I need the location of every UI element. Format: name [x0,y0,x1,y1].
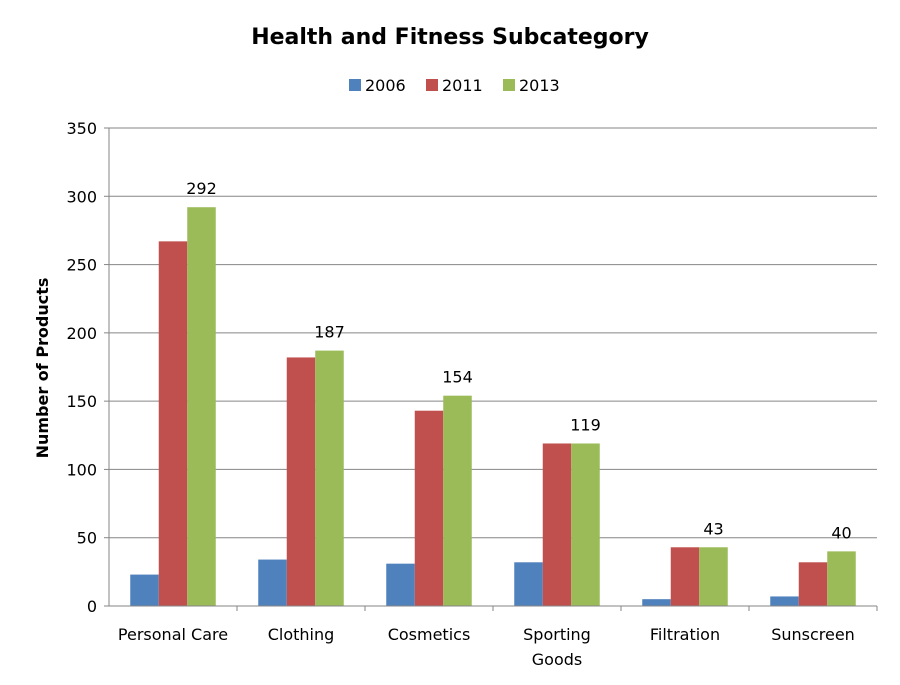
chart-title: Health and Fitness Subcategory [251,25,649,50]
y-tick-label: 250 [66,256,97,275]
data-label: 43 [703,519,723,538]
bar-2013 [315,350,344,606]
legend-label: 2006 [365,76,406,95]
x-category-label: Clothing [268,625,335,644]
legend-label: 2011 [442,76,483,95]
bar-2013 [827,551,856,606]
data-label: 187 [314,323,345,342]
x-category-label: Sporting [523,625,591,644]
bar-2013 [571,443,600,606]
bar-2011 [798,562,828,606]
y-tick-label: 200 [66,324,97,343]
legend-swatch-2011 [426,79,438,91]
bar-2006 [130,574,159,606]
legend-swatch-2006 [349,79,361,91]
y-axis-label: Number of Products [33,278,52,459]
data-label: 119 [570,415,601,434]
bar-2011 [414,410,444,606]
y-axis-ticks: 0 50 100 150 200 250 300 350 [66,119,109,616]
x-category-label: Sunscreen [771,625,855,644]
bar-2006 [258,559,287,606]
axes [108,128,878,611]
bar-2013 [443,395,472,606]
bar-2006 [514,562,543,606]
bar-2006 [770,596,799,606]
x-category-label: Filtration [650,625,720,644]
bar-2011 [542,443,572,606]
y-tick-label: 350 [66,119,97,138]
data-label: 40 [831,523,851,542]
data-labels: 292 187 154 119 43 40 [186,179,851,542]
y-tick-label: 300 [66,187,97,206]
data-label: 154 [442,368,473,387]
x-axis-categories: Personal Care Clothing Cosmetics Sporting Go… [118,625,855,669]
x-category-label: Cosmetics [388,625,471,644]
y-tick-label: 0 [87,597,97,616]
bars [130,207,856,606]
y-tick-label: 50 [77,529,97,548]
bar-2011 [286,357,316,606]
legend: 2006 2011 2013 [349,76,560,95]
bar-2011 [158,241,188,606]
bar-2006 [386,563,415,606]
y-tick-label: 150 [66,392,97,411]
x-category-label: Personal Care [118,625,228,644]
bar-2013 [699,547,728,606]
y-tick-label: 100 [66,460,97,479]
gridlines [109,127,877,539]
legend-swatch-2013 [503,79,515,91]
bar-2006 [642,599,671,606]
bar-2011 [670,547,700,606]
legend-label: 2013 [519,76,560,95]
x-category-label: Goods [532,650,582,669]
data-label: 292 [186,179,217,198]
bar-2013 [187,207,216,606]
